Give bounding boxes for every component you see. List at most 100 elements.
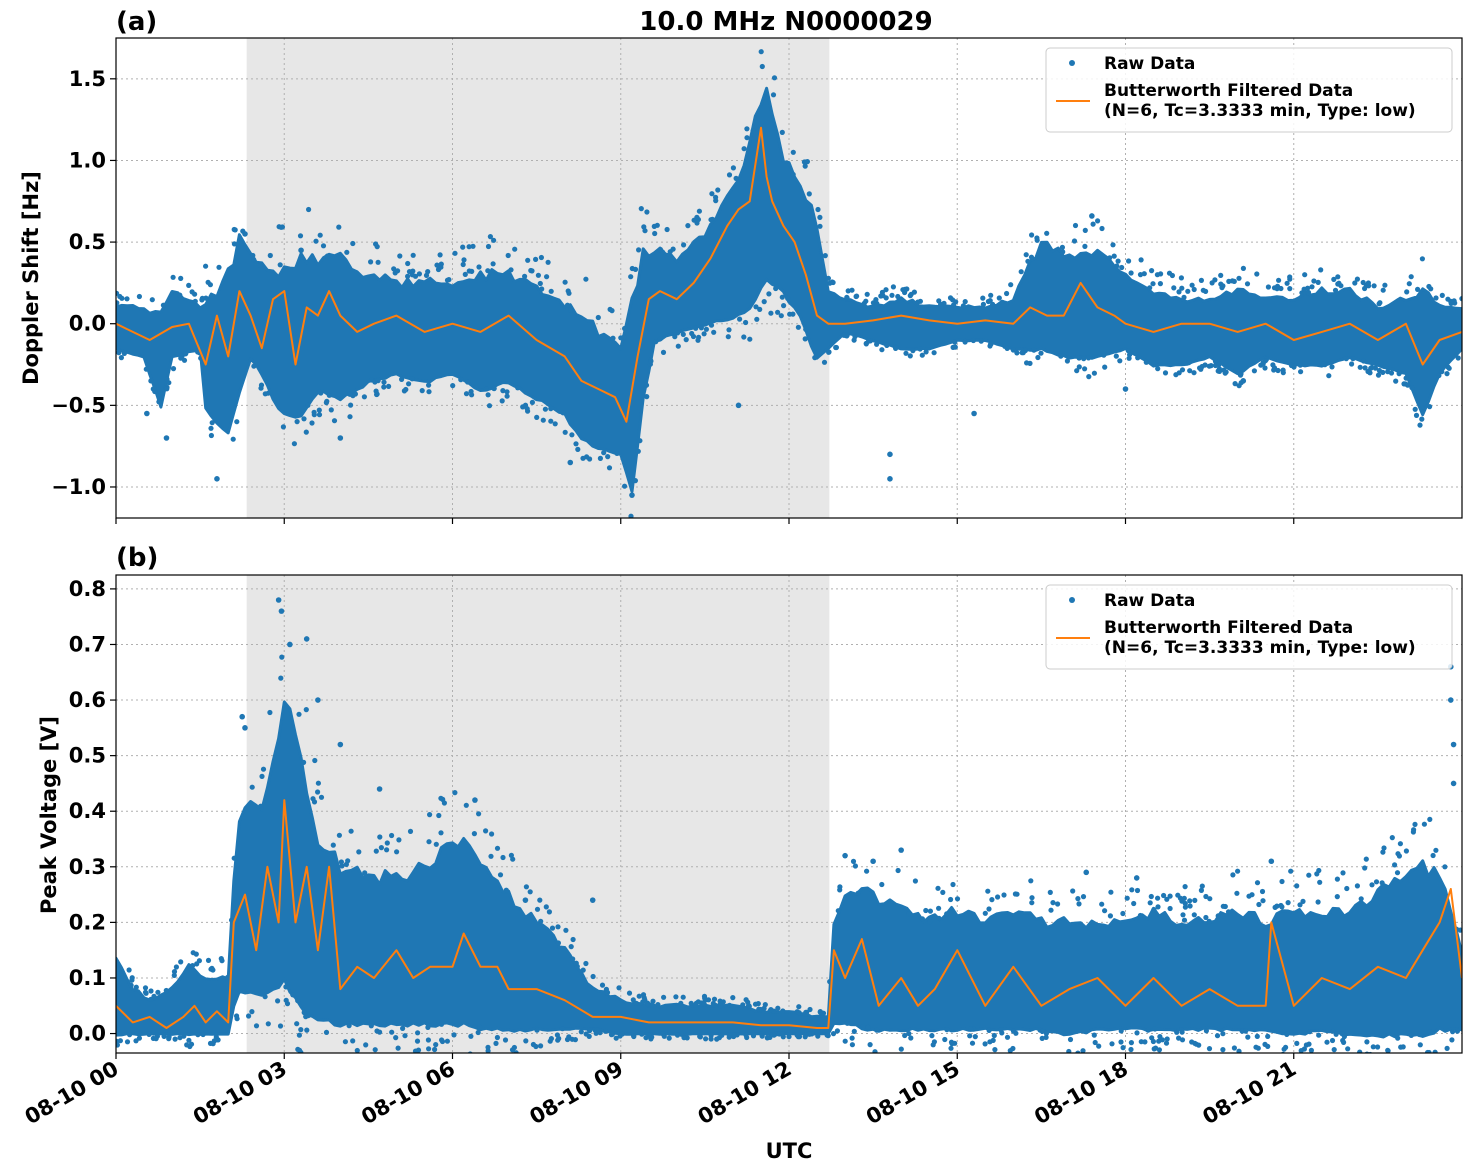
raw-data-point [121, 350, 127, 356]
raw-data-point [753, 304, 759, 310]
raw-data-point [709, 191, 715, 197]
raw-data-point [583, 960, 589, 967]
raw-data-point [124, 296, 130, 302]
raw-data-point [409, 376, 415, 382]
raw-data-point [529, 268, 535, 274]
raw-data-point [688, 1000, 694, 1006]
raw-data-point [711, 329, 717, 335]
raw-data-point [406, 381, 412, 387]
raw-data-point [883, 287, 889, 293]
raw-data-point [565, 288, 571, 294]
raw-data-point [1102, 908, 1108, 914]
raw-data-point [199, 295, 205, 301]
raw-data-point [569, 1036, 575, 1042]
panel-a-label: (a) [116, 7, 157, 37]
raw-data-point [960, 303, 967, 309]
raw-data-point [1025, 258, 1031, 264]
raw-data-point [405, 273, 411, 279]
raw-data-point [1417, 422, 1423, 428]
raw-data-point [568, 944, 574, 950]
raw-data-point [171, 972, 177, 979]
raw-data-point [543, 904, 549, 910]
raw-data-point [352, 391, 358, 397]
raw-data-point [1457, 927, 1462, 933]
raw-data-outlier [1268, 858, 1275, 865]
raw-data-point [1119, 264, 1125, 271]
raw-data-point [578, 1029, 584, 1035]
raw-data-point [547, 1038, 553, 1044]
raw-data-point [573, 960, 579, 966]
raw-data-point [986, 1027, 992, 1033]
raw-data-point [381, 384, 387, 390]
raw-data-point [900, 287, 906, 293]
raw-data-point [746, 1002, 752, 1009]
raw-data-point [951, 302, 957, 308]
raw-data-point [1200, 287, 1206, 293]
raw-data-point [265, 1021, 271, 1027]
raw-data-point [279, 654, 285, 660]
raw-data-point [1274, 903, 1280, 909]
legend-filtered-label-line2: (N=6, Tc=3.3333 min, Type: low) [1104, 638, 1416, 658]
raw-data-point [1350, 356, 1356, 362]
panel-b-y-axis-label: Peak Voltage [V] [37, 716, 61, 914]
raw-data-point [1393, 378, 1399, 384]
raw-data-point [1221, 367, 1227, 373]
raw-data-point [895, 867, 901, 874]
raw-data-point [267, 252, 273, 259]
raw-data-point [1419, 416, 1425, 422]
raw-data-point [962, 338, 968, 344]
raw-data-point [1309, 284, 1315, 290]
raw-data-point [1099, 225, 1105, 232]
raw-data-point [693, 325, 699, 331]
raw-data-point [672, 334, 678, 340]
raw-data-point [372, 1047, 378, 1053]
raw-data-point [906, 911, 912, 917]
raw-data-point [817, 214, 823, 220]
raw-data-point [415, 1030, 421, 1036]
raw-data-point [1430, 852, 1436, 859]
raw-data-point [1333, 1031, 1339, 1037]
raw-data-point [604, 989, 611, 996]
raw-data-point [1336, 280, 1342, 286]
raw-data-point [1375, 372, 1382, 378]
raw-data-point [971, 914, 977, 920]
x-tick-label: 08-10 12 [694, 1057, 796, 1130]
y-tick-label: 0.5 [69, 230, 106, 254]
raw-data-point [626, 990, 633, 996]
raw-data-point [317, 389, 323, 395]
raw-data-point [373, 388, 379, 394]
raw-data-point [1409, 385, 1415, 391]
raw-data-point [1343, 356, 1349, 362]
raw-data-point [183, 351, 189, 357]
raw-data-point [873, 297, 879, 303]
raw-data-point [1287, 274, 1293, 280]
raw-data-point [433, 1042, 439, 1048]
raw-data-point [368, 259, 374, 265]
raw-data-point [1365, 280, 1371, 286]
raw-data-point [569, 432, 575, 438]
y-tick-label: 0.8 [69, 577, 106, 601]
raw-data-point [1179, 285, 1185, 291]
raw-data-point [493, 1040, 499, 1046]
raw-data-point [323, 400, 329, 406]
raw-data-point [262, 391, 268, 397]
raw-data-point [229, 917, 235, 923]
raw-data-point [833, 344, 839, 351]
raw-data-point [1370, 1044, 1376, 1050]
raw-data-point [1262, 365, 1268, 371]
raw-data-point [333, 1020, 339, 1026]
raw-data-point [1181, 294, 1187, 300]
raw-data-point [1111, 253, 1117, 259]
raw-data-point [725, 334, 731, 340]
raw-data-point [142, 985, 149, 991]
raw-data-point [278, 675, 284, 681]
raw-data-point [978, 338, 984, 344]
raw-data-point [1412, 821, 1418, 828]
raw-data-point [618, 335, 624, 341]
raw-data-point [889, 292, 895, 298]
raw-data-point [726, 327, 732, 333]
raw-data-point [395, 268, 401, 274]
raw-data-point [1179, 898, 1185, 904]
raw-data-point [210, 1041, 216, 1047]
raw-data-point [499, 398, 505, 404]
